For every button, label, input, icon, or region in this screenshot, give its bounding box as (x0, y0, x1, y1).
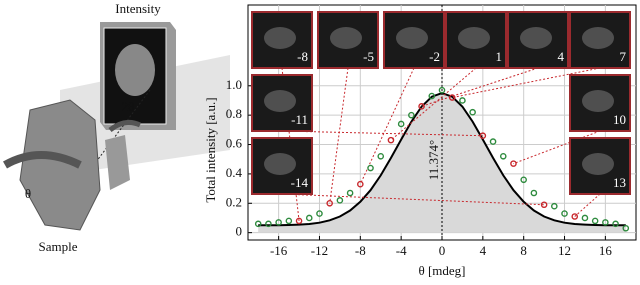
data-point (602, 219, 609, 226)
y-tick-label: 0.4 (226, 165, 243, 180)
y-axis-label: Total intensity [a.u.] (203, 97, 218, 202)
thumbnail-spot (582, 153, 614, 175)
data-point (265, 220, 272, 228)
x-tick-label: -4 (396, 243, 407, 258)
thumbnail-spot (264, 153, 296, 175)
thumbnail-spot (520, 27, 552, 49)
data-point (367, 164, 374, 172)
data-point (479, 132, 487, 140)
thumbnail-spot (264, 27, 296, 49)
sample-grain-small (105, 135, 130, 190)
y-tick-label: 0.2 (226, 194, 242, 209)
thumbnail-spot (264, 90, 296, 112)
connector (329, 67, 349, 204)
sample-grain (19, 99, 101, 231)
data-point (612, 220, 619, 228)
thumbnail-label: 1 (496, 49, 503, 64)
thumbnail-spot (582, 27, 614, 49)
connector (281, 130, 483, 137)
connector (452, 67, 601, 99)
connector (421, 67, 539, 107)
data-point (499, 152, 507, 160)
thumbnail-label: 7 (620, 49, 627, 64)
x-tick-label: 4 (480, 243, 487, 258)
y-tick-label: 0 (236, 224, 243, 239)
detector-spot (115, 44, 155, 96)
data-point (622, 224, 630, 232)
data-point (520, 176, 527, 184)
data-point (275, 219, 282, 226)
data-point (469, 108, 476, 116)
data-point (316, 210, 323, 217)
data-point (346, 189, 354, 197)
two-theta-label: 2θ (122, 99, 135, 114)
data-point (428, 92, 436, 100)
y-tick-label: 0.8 (226, 106, 242, 121)
thumbnail-label: -8 (297, 49, 308, 64)
data-point (438, 86, 446, 94)
data-point (326, 199, 333, 207)
thumbnail-label: 10 (613, 112, 626, 127)
connector (390, 67, 477, 141)
thumbnail-spot (458, 27, 490, 49)
x-tick-label: 0 (439, 243, 446, 258)
data-point (285, 217, 293, 225)
data-point (489, 138, 497, 145)
thumbnail-label: -2 (429, 49, 440, 64)
thumbnail-label: -11 (291, 112, 308, 127)
thumbnail-label: -14 (291, 175, 309, 190)
y-tick-label: 0.6 (226, 136, 243, 151)
data-point (448, 94, 456, 101)
connector (513, 130, 601, 165)
data-point (551, 202, 558, 210)
data-point (377, 152, 385, 160)
y-tick-label: 1.0 (226, 77, 242, 92)
data-point (418, 103, 425, 110)
thumbnail-label: 4 (558, 49, 565, 64)
rotation-arrow (3, 151, 82, 169)
x-tick-label: 16 (599, 243, 613, 258)
data-point (591, 217, 599, 225)
data-point (305, 214, 313, 222)
data-point (357, 180, 364, 188)
detector-label: Intensity (115, 1, 161, 16)
data-point (408, 111, 415, 119)
data-point (510, 160, 517, 167)
thumbnail-label: 13 (613, 175, 626, 190)
sample-label: Sample (39, 239, 78, 254)
annotation: 11.374° (426, 140, 441, 180)
x-axis-label: θ [mdeg] (418, 263, 465, 278)
data-point (295, 217, 303, 225)
illustration: Intensity 2θ θ Sample (3, 1, 230, 254)
angle-arrow (108, 119, 142, 133)
data-point (540, 201, 548, 209)
thumbnail-spot (582, 90, 614, 112)
thumbnail-spot (330, 27, 362, 49)
x-tick-label: 8 (520, 243, 527, 258)
data-point (530, 189, 538, 197)
data-point (254, 220, 262, 228)
theta-label: θ (25, 186, 31, 201)
data-point (336, 197, 344, 204)
data-point (571, 213, 579, 220)
x-tick-label: 12 (558, 243, 571, 258)
x-tick-label: -8 (355, 243, 366, 258)
data-point (387, 136, 395, 144)
thumbnail-label: -5 (363, 49, 374, 64)
data-point (581, 214, 589, 222)
thumbnail-spot (396, 27, 428, 49)
data-point (397, 120, 405, 128)
x-tick-label: -16 (270, 243, 288, 258)
data-point (459, 97, 466, 104)
x-tick-label: -12 (311, 243, 328, 258)
connector (359, 67, 415, 185)
data-point (561, 210, 568, 217)
connector (574, 193, 601, 217)
